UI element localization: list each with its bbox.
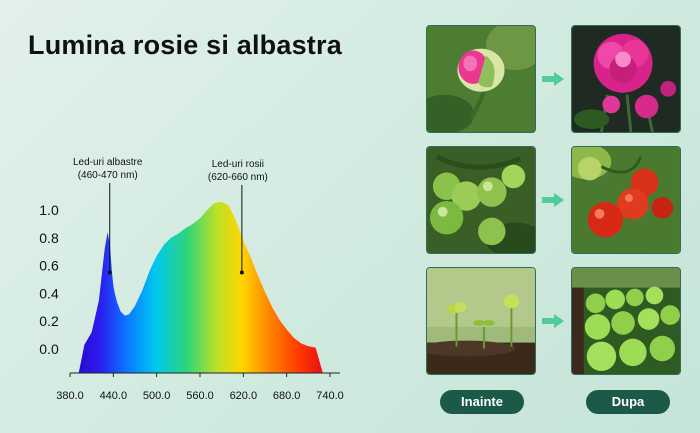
x-tick-label: 500.0 <box>143 390 171 402</box>
before-label: Inainte <box>440 390 524 414</box>
after-label: Dupa <box>586 390 670 414</box>
y-tick-label: 0.2 <box>39 313 59 329</box>
peony-bloom-icon <box>572 26 680 132</box>
x-tick-label: 740.0 <box>316 390 344 402</box>
spectrum-chart: 380.0 440.0 500.0 560.0 620.0 680.0 740.0 0.0 0… <box>39 157 344 402</box>
x-tick-label: 620.0 <box>230 390 258 402</box>
x-tick-label: 680.0 <box>273 390 301 402</box>
peony-bud-photo <box>426 25 536 133</box>
lettuce-photo <box>571 267 681 375</box>
annotation-label: Led-uri albastre <box>73 157 143 168</box>
annotation-dot <box>107 270 112 275</box>
peony-bud-icon <box>427 26 535 132</box>
green-tomatoes-icon <box>427 147 535 253</box>
page-title: Lumina rosie si albastra <box>28 30 342 60</box>
peony-bloom-photo <box>571 25 681 133</box>
annotation-range: (620-660 nm) <box>208 172 268 183</box>
seedlings-icon <box>427 268 535 374</box>
spectrum-area <box>78 201 323 373</box>
lettuce-rows-icon <box>572 268 680 374</box>
arrow-right-icon <box>542 72 564 86</box>
annotation-label: Led-uri rosii <box>212 159 264 170</box>
y-tick-label: 0.0 <box>39 341 59 357</box>
arrow-right-icon <box>542 193 564 207</box>
seedlings-photo <box>426 267 536 375</box>
y-tick-label: 0.4 <box>39 285 59 301</box>
arrow-right-icon <box>542 314 564 328</box>
red-tomatoes-icon <box>572 147 680 253</box>
green-tomatoes-photo <box>426 146 536 254</box>
x-tick-label: 380.0 <box>56 390 84 402</box>
x-tick-label: 560.0 <box>186 390 214 402</box>
annotation-range: (460-470 nm) <box>78 170 138 181</box>
y-tick-label: 0.6 <box>39 258 59 274</box>
y-tick-label: 1.0 <box>39 202 59 218</box>
x-tick-label: 440.0 <box>100 390 128 402</box>
annotation-dot <box>239 270 244 275</box>
y-tick-label: 0.8 <box>39 230 59 246</box>
red-tomatoes-photo <box>571 146 681 254</box>
